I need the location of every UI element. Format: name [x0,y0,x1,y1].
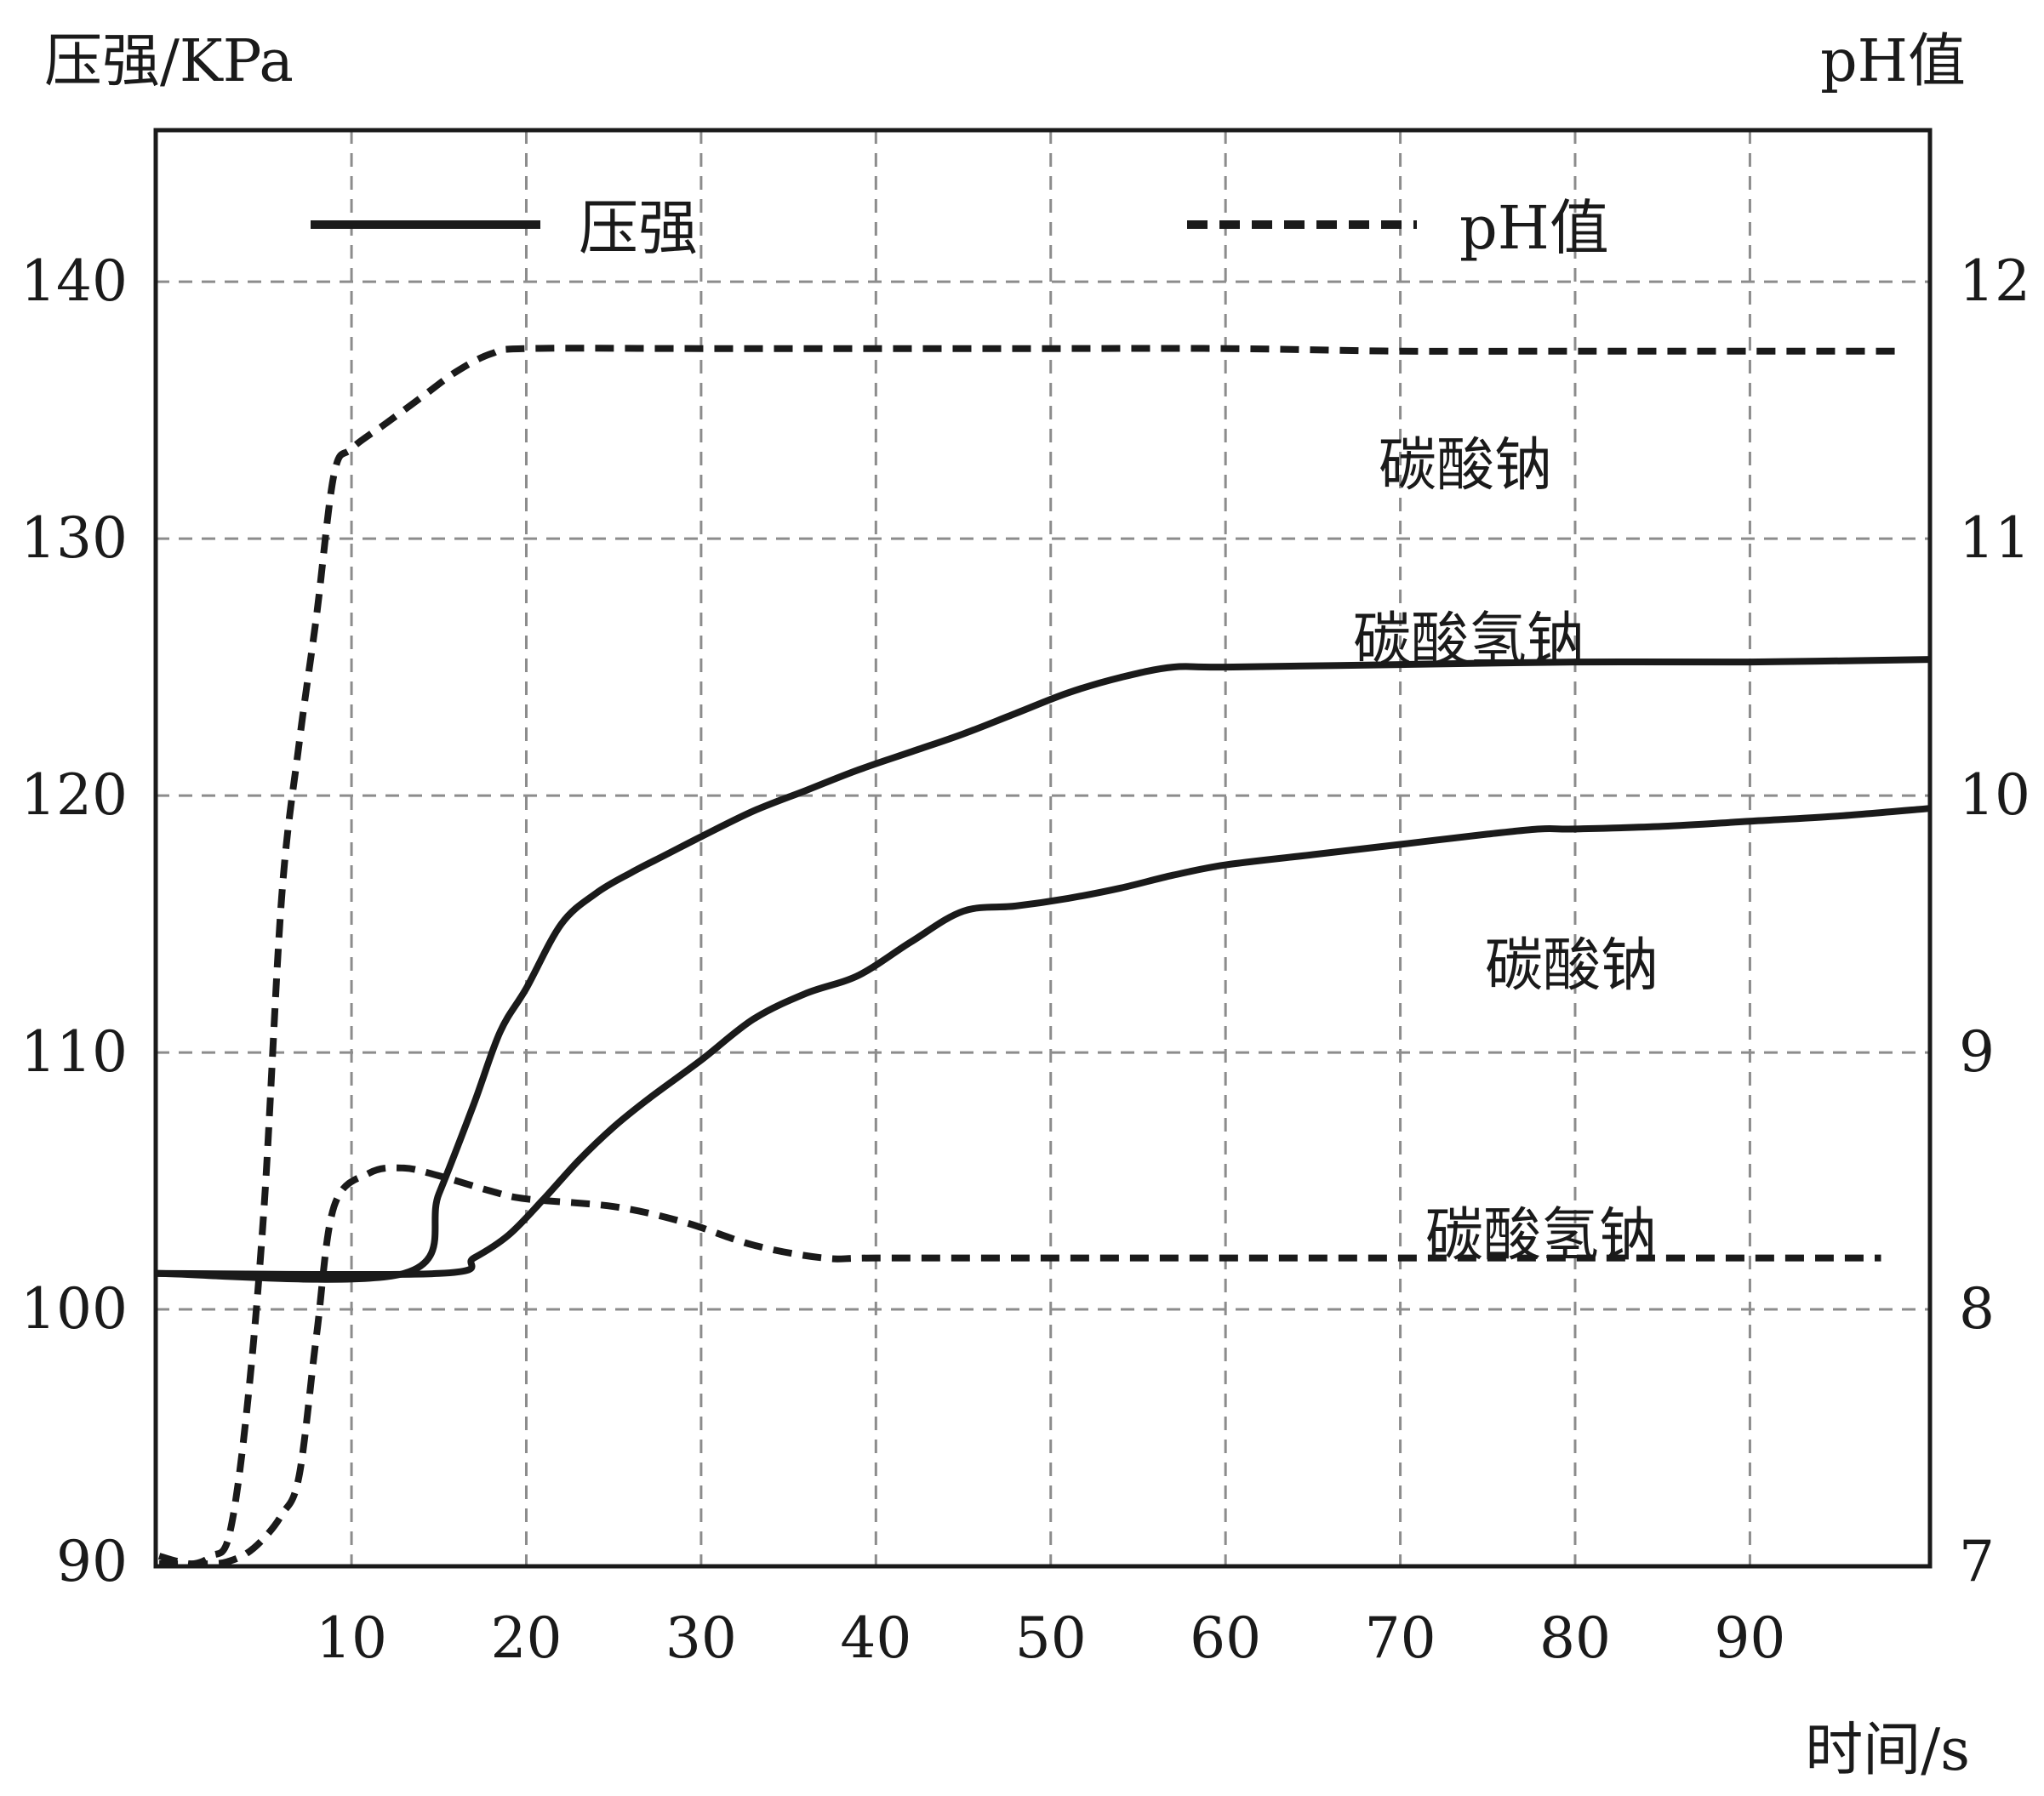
series-line-3-ph [159,1164,1881,1568]
series-label-ph-bicarbonate: 碳酸氢钠 [1425,1202,1657,1269]
series-label-ph-carbonate: 碳酸钠 [1379,432,1552,499]
y-left-axis-label: 压强/KPa [44,28,294,95]
y-right-axis-label: pH值 [1820,28,1966,95]
y-right-tick-label: 9 [1959,1019,1995,1085]
x-tick-label: 80 [1539,1605,1611,1671]
plot-frame [153,128,1933,1569]
x-axis-label: 时间/s [1805,1717,1970,1784]
series-label-pressure-carbonate: 碳酸钠 [1485,932,1659,1000]
legend-label-pressure: 压强 [579,193,698,263]
y-left-tick-label: 130 [20,505,128,571]
y-left-tick-label: 120 [20,762,128,828]
y-left-tick-label: 100 [20,1276,128,1342]
x-tick-label: 30 [665,1605,737,1671]
series-lines [155,345,1931,1568]
legend: 压强 pH值 [311,193,1609,263]
x-tick-label: 60 [1190,1605,1261,1671]
y-left-tick-label: 90 [56,1529,128,1594]
y-right-tick-label: 7 [1959,1529,1995,1594]
y-right-tick-label: 12 [1959,248,2030,314]
y-left-tick-label: 110 [20,1019,128,1085]
x-tick-label: 40 [840,1605,911,1671]
series-line-2-ph [157,345,1898,1568]
y-right-tick-label: 11 [1959,505,2030,571]
x-tick-label: 90 [1714,1605,1785,1671]
series-line-0-pressure [155,656,1931,1283]
x-tick-label: 20 [490,1605,562,1671]
x-tick-label: 50 [1015,1605,1087,1671]
y-right-tick-label: 10 [1959,762,2030,828]
series-labels: 碳酸钠 碳酸氢钠 碳酸钠 碳酸氢钠 [1353,432,1659,1269]
legend-label-ph: pH值 [1459,193,1609,263]
series-line-1-pressure [155,805,1931,1279]
y-left-tick-label: 140 [20,248,128,314]
y-right-tick-label: 8 [1959,1276,1995,1342]
grid-lines [156,130,1930,1566]
tick-labels: 10 20 30 40 50 60 70 80 90 90 100 110 120 130 140 7 8 9 10… [20,248,2030,1671]
x-tick-label: 70 [1365,1605,1436,1671]
x-tick-label: 10 [316,1605,387,1671]
series-label-pressure-bicarbonate: 碳酸氢钠 [1353,607,1584,674]
